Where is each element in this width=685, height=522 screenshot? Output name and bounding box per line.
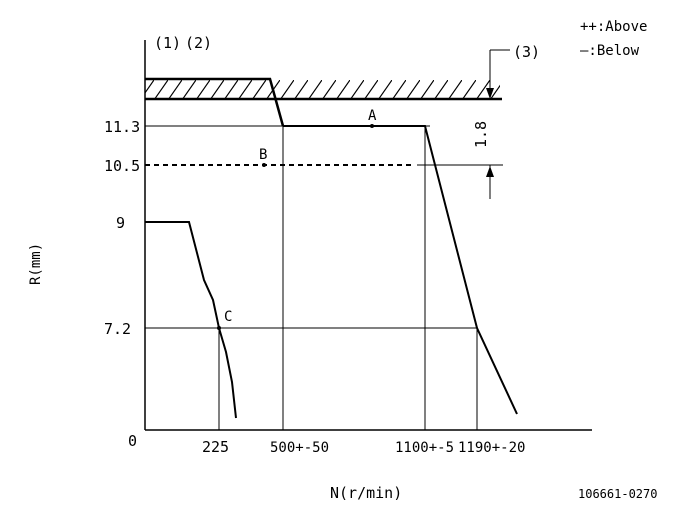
governor-curve bbox=[283, 125, 518, 415]
limit-line-above bbox=[145, 77, 285, 127]
point-a-label: A bbox=[368, 108, 377, 124]
note-3: (3) bbox=[513, 43, 540, 61]
point-b-label: B bbox=[259, 147, 267, 163]
x-tick-1100: 1100+-5 bbox=[395, 440, 454, 456]
point-c-label: C bbox=[224, 309, 232, 325]
note-2: (2) bbox=[185, 34, 212, 52]
y-tick-10-5: 10.5 bbox=[104, 157, 140, 175]
y-tick-9: 9 bbox=[116, 214, 125, 232]
point-c bbox=[217, 326, 221, 330]
point-a bbox=[370, 124, 374, 128]
x-axis-label: N(r/min) bbox=[330, 484, 402, 502]
x-tick-1190: 1190+-20 bbox=[458, 440, 525, 456]
x-tick-origin: 0 bbox=[128, 432, 137, 450]
low-speed-curve bbox=[145, 221, 237, 419]
y-axis-label: R(mm) bbox=[28, 243, 44, 285]
x-tick-500: 500+-50 bbox=[270, 440, 329, 456]
x-tick-225: 225 bbox=[202, 438, 229, 456]
y-tick-11-3: 11.3 bbox=[104, 118, 140, 136]
legend-above: ++:Above bbox=[580, 19, 647, 35]
limit-hatch bbox=[145, 80, 500, 99]
dimension-arrow-bottom bbox=[486, 166, 494, 177]
point-b bbox=[262, 163, 266, 167]
y-tick-7-2: 7.2 bbox=[104, 320, 131, 338]
legend-below: —:Below bbox=[580, 43, 640, 59]
part-number: 106661-0270 bbox=[578, 487, 657, 501]
dimension-arrow-top bbox=[486, 88, 494, 99]
dimension-value: 1.8 bbox=[472, 121, 490, 148]
note-1: (1) bbox=[154, 34, 181, 52]
